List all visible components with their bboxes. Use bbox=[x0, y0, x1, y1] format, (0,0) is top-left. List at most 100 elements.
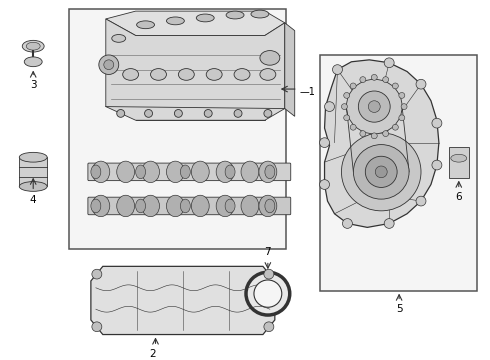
FancyBboxPatch shape bbox=[88, 197, 291, 215]
Circle shape bbox=[319, 138, 329, 148]
Text: 5: 5 bbox=[396, 304, 402, 314]
Ellipse shape bbox=[167, 161, 184, 183]
Circle shape bbox=[117, 109, 124, 117]
Polygon shape bbox=[91, 266, 275, 334]
Circle shape bbox=[234, 109, 242, 117]
Bar bbox=[19, 157, 47, 186]
Polygon shape bbox=[324, 60, 439, 228]
Ellipse shape bbox=[91, 165, 101, 179]
Ellipse shape bbox=[241, 161, 259, 183]
Ellipse shape bbox=[225, 199, 235, 213]
Circle shape bbox=[346, 79, 402, 134]
Ellipse shape bbox=[259, 161, 277, 183]
Circle shape bbox=[366, 156, 397, 188]
Bar bbox=[69, 9, 286, 249]
Ellipse shape bbox=[22, 40, 44, 52]
Ellipse shape bbox=[216, 161, 234, 183]
Circle shape bbox=[371, 75, 377, 80]
Circle shape bbox=[384, 219, 394, 228]
Text: 2: 2 bbox=[149, 349, 156, 359]
Text: —1: —1 bbox=[300, 87, 316, 97]
Circle shape bbox=[342, 104, 347, 109]
Circle shape bbox=[399, 115, 405, 121]
Ellipse shape bbox=[265, 199, 275, 213]
Circle shape bbox=[360, 77, 366, 82]
Bar bbox=[319, 55, 477, 291]
Ellipse shape bbox=[19, 152, 47, 162]
Ellipse shape bbox=[225, 165, 235, 179]
Ellipse shape bbox=[142, 161, 159, 183]
Circle shape bbox=[319, 180, 329, 189]
Ellipse shape bbox=[226, 11, 244, 19]
Ellipse shape bbox=[260, 51, 280, 65]
Polygon shape bbox=[106, 19, 285, 120]
FancyBboxPatch shape bbox=[88, 163, 291, 181]
Bar bbox=[449, 147, 469, 178]
Ellipse shape bbox=[136, 199, 146, 213]
Ellipse shape bbox=[196, 14, 214, 22]
Circle shape bbox=[416, 79, 426, 89]
Ellipse shape bbox=[167, 17, 184, 25]
Circle shape bbox=[371, 133, 377, 139]
Circle shape bbox=[264, 109, 272, 117]
Ellipse shape bbox=[112, 35, 125, 42]
Circle shape bbox=[353, 145, 409, 199]
Circle shape bbox=[416, 196, 426, 206]
Ellipse shape bbox=[191, 161, 209, 183]
Text: 6: 6 bbox=[456, 192, 462, 202]
Circle shape bbox=[392, 124, 398, 130]
Ellipse shape bbox=[451, 154, 467, 162]
Ellipse shape bbox=[191, 195, 209, 217]
Ellipse shape bbox=[137, 21, 154, 29]
Ellipse shape bbox=[234, 69, 250, 80]
Circle shape bbox=[324, 102, 335, 112]
Ellipse shape bbox=[150, 69, 167, 80]
Circle shape bbox=[174, 109, 182, 117]
Polygon shape bbox=[285, 23, 294, 116]
Circle shape bbox=[360, 131, 366, 136]
Circle shape bbox=[145, 109, 152, 117]
Circle shape bbox=[383, 77, 389, 82]
Circle shape bbox=[342, 133, 421, 211]
Circle shape bbox=[264, 322, 274, 332]
Ellipse shape bbox=[265, 165, 275, 179]
Circle shape bbox=[399, 93, 405, 98]
Ellipse shape bbox=[241, 195, 259, 217]
Circle shape bbox=[432, 160, 442, 170]
Ellipse shape bbox=[178, 69, 195, 80]
Ellipse shape bbox=[216, 195, 234, 217]
Circle shape bbox=[254, 280, 282, 307]
Circle shape bbox=[264, 269, 274, 279]
Circle shape bbox=[375, 166, 387, 178]
Circle shape bbox=[350, 124, 356, 130]
Ellipse shape bbox=[122, 69, 139, 80]
Circle shape bbox=[383, 131, 389, 136]
Circle shape bbox=[392, 83, 398, 89]
Ellipse shape bbox=[206, 69, 222, 80]
Ellipse shape bbox=[142, 195, 159, 217]
Circle shape bbox=[432, 118, 442, 128]
Text: 3: 3 bbox=[30, 80, 37, 90]
Circle shape bbox=[333, 65, 343, 75]
Text: 7: 7 bbox=[265, 247, 271, 257]
Circle shape bbox=[92, 322, 102, 332]
Ellipse shape bbox=[92, 195, 110, 217]
Circle shape bbox=[343, 219, 352, 228]
Circle shape bbox=[350, 83, 356, 89]
Circle shape bbox=[343, 93, 350, 98]
Text: 4: 4 bbox=[30, 195, 37, 205]
Ellipse shape bbox=[19, 181, 47, 192]
Ellipse shape bbox=[92, 161, 110, 183]
Ellipse shape bbox=[180, 199, 190, 213]
Circle shape bbox=[246, 272, 290, 315]
Ellipse shape bbox=[167, 195, 184, 217]
Circle shape bbox=[358, 91, 390, 122]
Circle shape bbox=[99, 55, 119, 75]
Circle shape bbox=[204, 109, 212, 117]
Ellipse shape bbox=[24, 57, 42, 67]
Ellipse shape bbox=[26, 42, 40, 50]
Ellipse shape bbox=[251, 10, 269, 18]
Circle shape bbox=[401, 104, 407, 109]
Ellipse shape bbox=[117, 161, 135, 183]
Circle shape bbox=[384, 58, 394, 68]
